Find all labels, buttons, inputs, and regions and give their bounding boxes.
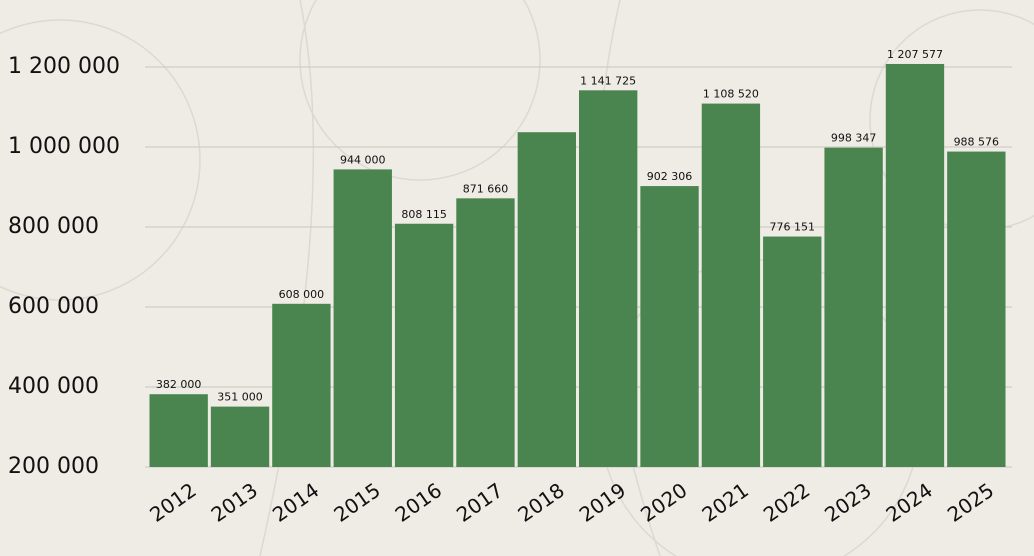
value-label: 988 576 xyxy=(954,136,1000,149)
value-label: 351 000 xyxy=(217,391,263,404)
value-label: 382 000 xyxy=(156,378,202,391)
bar xyxy=(763,236,822,467)
bar xyxy=(579,90,638,467)
bar xyxy=(947,151,1006,468)
bar xyxy=(333,169,392,467)
bar xyxy=(517,132,576,467)
bar xyxy=(701,103,761,467)
value-label: 944 000 xyxy=(340,153,386,166)
y-tick-label: 600 000 xyxy=(8,294,99,319)
value-label: 1 207 577 xyxy=(887,48,943,61)
value-label: 902 306 xyxy=(647,170,693,183)
value-label: 1 141 725 xyxy=(580,74,636,87)
value-label: 871 660 xyxy=(463,182,509,195)
y-tick-label: 800 000 xyxy=(8,214,99,239)
bar xyxy=(824,147,883,467)
bar xyxy=(456,198,515,467)
value-label: 808 115 xyxy=(401,208,447,221)
y-tick-label: 1 200 000 xyxy=(8,54,120,79)
value-label: 608 000 xyxy=(279,288,325,301)
value-label: 998 347 xyxy=(831,132,877,145)
bar xyxy=(210,406,270,467)
y-tick-label: 1 000 000 xyxy=(8,134,120,159)
value-label: 1 108 520 xyxy=(703,88,759,101)
value-label: 776 151 xyxy=(770,221,816,234)
bar xyxy=(640,186,699,467)
bar xyxy=(272,303,331,467)
bar xyxy=(885,63,945,467)
y-tick-label: 200 000 xyxy=(8,454,99,479)
bar xyxy=(394,223,454,467)
bar xyxy=(149,394,208,467)
y-tick-label: 400 000 xyxy=(8,374,99,399)
